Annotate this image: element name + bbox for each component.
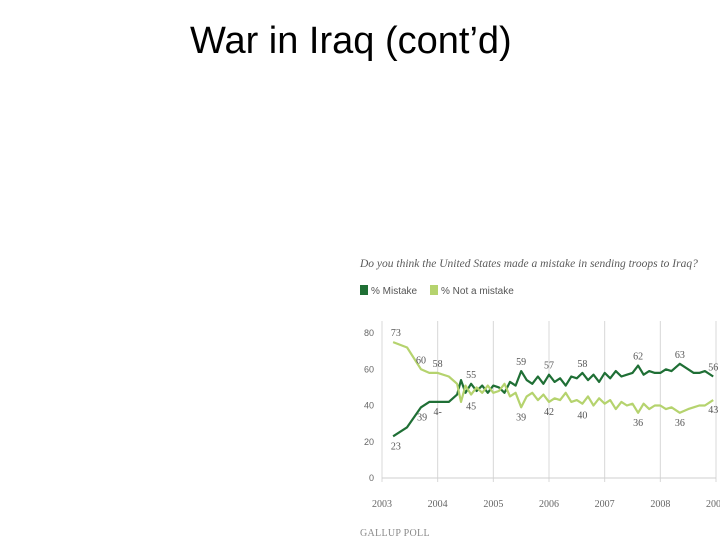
x-tick-label: 2007 <box>595 499 615 510</box>
data-label: 45 <box>466 401 476 412</box>
data-label: 36 <box>675 418 685 429</box>
data-label: 62 <box>633 352 643 363</box>
x-tick-label: 2008 <box>650 499 670 510</box>
data-label: 58 <box>577 359 587 370</box>
gallup-logo: GALLUP POLL <box>360 528 430 539</box>
y-tick-label: 20 <box>364 437 374 447</box>
data-label: 40 <box>577 411 587 422</box>
y-tick-label: 40 <box>364 401 374 411</box>
slide-title: War in Iraq (cont’d) <box>190 20 512 62</box>
data-label: 57 <box>544 361 554 372</box>
x-tick-label: 2009 <box>706 499 720 510</box>
data-label: 60 <box>416 355 426 366</box>
data-label: 59 <box>516 357 526 368</box>
data-label: 4- <box>433 407 441 418</box>
data-label: 42 <box>544 407 554 418</box>
chart-question: Do you think the United States made a mi… <box>360 258 698 270</box>
y-tick-label: 80 <box>364 328 374 338</box>
data-label: 73 <box>391 328 401 339</box>
data-label: 63 <box>675 350 685 361</box>
legend-label-not-mistake: % Not a mistake <box>441 286 514 297</box>
data-label: 56 <box>708 363 718 374</box>
x-tick-label: 2003 <box>372 499 392 510</box>
data-label: 39 <box>417 412 427 423</box>
legend-item-mistake: % Mistake <box>360 285 417 297</box>
x-tick-label: 2006 <box>539 499 559 510</box>
data-label: 39 <box>516 412 526 423</box>
chart-container: Do you think the United States made a mi… <box>350 245 720 540</box>
y-tick-label: 60 <box>364 364 374 374</box>
data-label: 36 <box>633 418 643 429</box>
data-label: 58 <box>433 359 443 370</box>
legend-swatch-not-mistake <box>430 285 438 295</box>
x-tick-label: 2005 <box>483 499 503 510</box>
legend-label-mistake: % Mistake <box>371 286 418 297</box>
data-label: 43 <box>708 405 718 416</box>
series-line-not-mistake <box>392 341 714 414</box>
line-chart: 2003 2004 2005 2006 2007 2008 2009 0 20 40 60 80 73 2… <box>364 321 720 510</box>
x-tick-label: 2004 <box>428 499 448 510</box>
legend-swatch-mistake <box>360 285 368 295</box>
legend-item-not-mistake: % Not a mistake <box>430 285 514 297</box>
data-label: 55 <box>466 370 476 381</box>
y-tick-label: 0 <box>369 473 374 483</box>
data-label: 23 <box>391 441 401 452</box>
